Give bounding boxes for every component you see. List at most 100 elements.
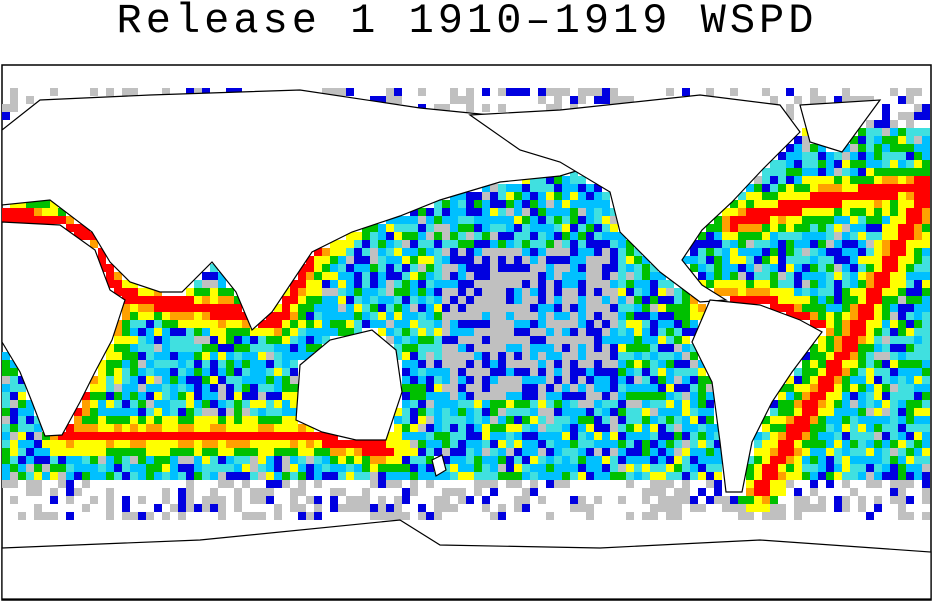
grid-cell [386,312,394,320]
grid-cell [842,248,850,256]
grid-cell [162,352,170,360]
grid-cell [362,440,370,448]
grid-cell [338,328,346,336]
grid-cell [114,416,122,424]
grid-cell [538,88,546,96]
grid-cell [578,192,586,200]
grid-cell [186,496,194,504]
grid-cell [458,376,466,384]
grid-cell [90,464,98,472]
grid-cell [362,488,370,496]
grid-cell [186,336,194,344]
grid-cell [874,424,882,432]
grid-cell [290,376,298,384]
grid-cell [362,288,370,296]
grid-cell [370,320,378,328]
grid-cell [338,296,346,304]
grid-cell [762,264,770,272]
grid-cell [442,496,450,504]
grid-cell [826,336,834,344]
grid-cell [426,344,434,352]
grid-cell [546,192,554,200]
grid-cell [554,448,562,456]
grid-cell [802,424,810,432]
grid-cell [922,328,930,336]
grid-cell [882,416,890,424]
grid-cell [594,224,602,232]
grid-cell [226,320,234,328]
grid-cell [154,328,162,336]
grid-cell [194,328,202,336]
grid-cell [810,176,818,184]
grid-cell [810,144,818,152]
grid-cell [858,408,866,416]
grid-cell [922,280,930,288]
grid-cell [402,376,410,384]
grid-cell [562,264,570,272]
grid-cell [410,240,418,248]
grid-cell [602,304,610,312]
grid-cell [266,424,274,432]
grid-cell [514,328,522,336]
grid-cell [90,432,98,440]
grid-cell [810,464,818,472]
grid-cell [250,368,258,376]
grid-cell [586,248,594,256]
grid-cell [250,416,258,424]
grid-cell [794,96,802,104]
grid-cell [578,344,586,352]
grid-cell [786,144,794,152]
grid-cell [882,104,890,112]
grid-cell [626,312,634,320]
grid-cell [602,336,610,344]
grid-cell [802,160,810,168]
grid-cell [738,240,746,248]
grid-cell [362,456,370,464]
grid-cell [874,376,882,384]
grid-cell [402,408,410,416]
grid-cell [450,208,458,216]
grid-cell [602,88,610,96]
grid-cell [834,96,842,104]
grid-cell [810,360,818,368]
grid-cell [674,424,682,432]
grid-cell [42,472,50,480]
grid-cell [258,440,266,448]
grid-cell [458,456,466,464]
grid-cell [906,304,914,312]
grid-cell [586,416,594,424]
grid-cell [906,224,914,232]
grid-cell [618,464,626,472]
grid-cell [866,360,874,368]
grid-cell [162,440,170,448]
grid-cell [858,416,866,424]
grid-cell [506,440,514,448]
grid-cell [778,176,786,184]
grid-cell [682,88,690,96]
grid-cell [330,272,338,280]
grid-cell [290,472,298,480]
grid-cell [130,384,138,392]
grid-cell [834,448,842,456]
grid-cell [658,312,666,320]
grid-cell [570,192,578,200]
grid-cell [842,408,850,416]
grid-cell [442,360,450,368]
grid-cell [666,432,674,440]
grid-cell [874,192,882,200]
grid-cell [674,384,682,392]
grid-cell [346,448,354,456]
grid-cell [354,272,362,280]
grid-cell [138,416,146,424]
grid-cell [834,176,842,184]
grid-cell [402,432,410,440]
grid-cell [522,288,530,296]
grid-cell [146,288,154,296]
grid-cell [34,488,42,496]
grid-cell [210,280,218,288]
grid-cell [530,392,538,400]
grid-cell [818,272,826,280]
grid-cell [570,328,578,336]
grid-cell [434,392,442,400]
grid-cell [106,400,114,408]
